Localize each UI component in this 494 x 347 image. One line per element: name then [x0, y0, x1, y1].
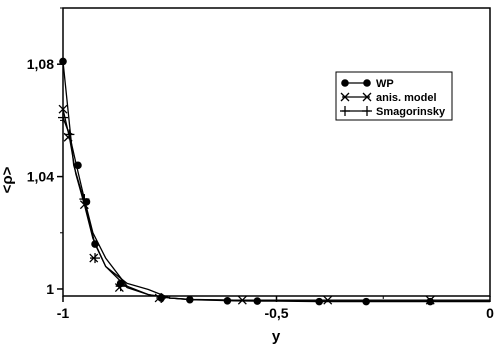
legend-marker — [340, 106, 350, 116]
data-point — [253, 297, 262, 305]
x-tick-label: -0,5 — [264, 305, 288, 321]
legend-marker-stroke — [362, 92, 372, 102]
legend-marker — [362, 106, 372, 116]
legend-box — [335, 71, 453, 121]
y-tick-label: 1,04 — [27, 169, 54, 185]
x-tick-label: 0 — [486, 305, 494, 321]
plot-frame — [62, 7, 491, 297]
data-point — [59, 57, 67, 66]
x-tick-label: -1 — [57, 305, 70, 321]
y-tick-label: 1,08 — [27, 56, 54, 72]
legend-marker — [341, 79, 349, 87]
data-point — [426, 297, 435, 306]
legend-marker-stroke — [340, 92, 350, 102]
data-point-stroke — [114, 283, 124, 293]
data-point-stroke — [79, 200, 89, 210]
legend-label: WP — [376, 78, 394, 90]
data-point — [64, 129, 75, 140]
data-point — [223, 296, 232, 305]
legend-label: anis. model — [376, 92, 437, 104]
data-point — [156, 292, 167, 303]
data-point — [58, 104, 68, 114]
y-tick-label: 1 — [46, 281, 54, 297]
data-point — [114, 283, 124, 293]
data-point — [362, 297, 370, 306]
series-x — [58, 104, 490, 305]
data-point — [115, 281, 126, 292]
x-axis-title: y — [272, 328, 281, 345]
legend: WP anis. model Smagorinsky — [335, 71, 453, 121]
y-axis-title: <ρ> — [0, 166, 16, 193]
data-point — [58, 112, 68, 123]
legend-label: Smagorinsky — [376, 106, 446, 118]
data-point — [90, 253, 101, 264]
series-line — [62, 117, 490, 301]
data-point — [79, 194, 90, 205]
legend-marker — [362, 92, 372, 102]
tick-layer: -1 -0,5 0 1 1,04 1,08 — [27, 7, 494, 321]
data-point-stroke — [58, 104, 68, 114]
series-line — [62, 109, 490, 301]
series-plus — [58, 112, 490, 303]
data-point — [315, 297, 324, 306]
legend-marker — [340, 92, 350, 102]
legend-marker — [363, 79, 371, 87]
